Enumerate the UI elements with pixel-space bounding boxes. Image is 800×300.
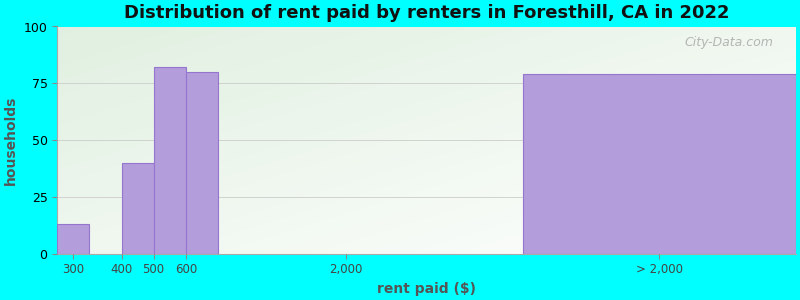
- Y-axis label: households: households: [4, 95, 18, 185]
- Title: Distribution of rent paid by renters in Foresthill, CA in 2022: Distribution of rent paid by renters in …: [124, 4, 730, 22]
- Text: City-Data.com: City-Data.com: [685, 36, 774, 49]
- Bar: [523, 74, 796, 254]
- X-axis label: rent paid ($): rent paid ($): [377, 282, 476, 296]
- Bar: [122, 163, 154, 254]
- Bar: [186, 72, 218, 254]
- Bar: [154, 68, 186, 254]
- Bar: [58, 224, 90, 254]
